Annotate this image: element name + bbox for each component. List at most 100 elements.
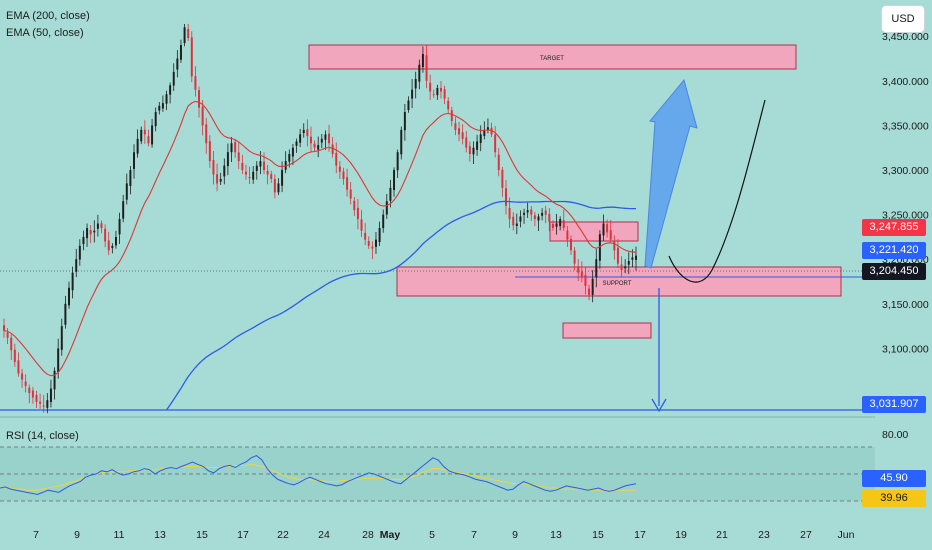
- candle: [512, 212, 515, 231]
- candle: [508, 197, 511, 229]
- candle: [313, 140, 316, 153]
- ema-200-legend[interactable]: EMA (200, close): [6, 10, 90, 22]
- ema-200-price-tag: 3,221.420: [862, 242, 926, 259]
- candle: [100, 220, 103, 234]
- price-axis-tick: 3,250.000: [882, 210, 929, 222]
- time-axis-tick: 17: [634, 529, 646, 541]
- candle: [584, 267, 587, 295]
- candle: [393, 167, 396, 197]
- candle: [382, 209, 385, 233]
- candle: [248, 166, 251, 184]
- candle: [338, 161, 341, 179]
- candle: [252, 166, 255, 184]
- candle: [212, 151, 215, 185]
- ema-50-line[interactable]: [3, 100, 637, 377]
- candle: [613, 235, 616, 260]
- candle: [530, 206, 533, 221]
- projection-curve[interactable]: [668, 99, 766, 283]
- target-zone[interactable]: [308, 44, 797, 70]
- candle: [96, 214, 99, 237]
- candle: [244, 164, 247, 180]
- candle: [291, 144, 294, 166]
- resistance-box[interactable]: [549, 221, 639, 242]
- drawings-layer: [644, 78, 766, 413]
- price-axis-tick: 3,100.000: [882, 343, 929, 355]
- candle: [49, 379, 52, 408]
- candle: [421, 46, 424, 73]
- candle: [479, 125, 482, 152]
- currency-button[interactable]: USD: [882, 6, 924, 32]
- candle: [277, 178, 280, 196]
- candle: [465, 131, 468, 153]
- candle: [551, 220, 554, 231]
- candle: [429, 74, 432, 100]
- candle: [418, 59, 421, 90]
- time-axis-tick: 22: [277, 529, 289, 541]
- candle: [266, 164, 269, 185]
- price-axis[interactable]: 3,100.0003,150.0003,200.0003,250.0003,30…: [882, 31, 929, 441]
- candle: [497, 148, 500, 177]
- price-axis-tick: 3,450.000: [882, 31, 929, 43]
- candle: [114, 230, 117, 249]
- candlestick-series: [3, 23, 637, 414]
- candle: [533, 211, 536, 226]
- time-axis-tick: 9: [74, 529, 80, 541]
- candle: [302, 123, 305, 138]
- candle: [140, 126, 143, 145]
- candle: [371, 241, 374, 260]
- candle: [450, 106, 453, 127]
- candle: [42, 394, 45, 413]
- time-axis-tick: 13: [550, 529, 562, 541]
- candle: [346, 168, 349, 197]
- lower-zone-box[interactable]: [562, 322, 652, 339]
- candle: [86, 223, 89, 247]
- candle: [93, 220, 96, 243]
- candle: [548, 208, 551, 232]
- candle: [504, 179, 507, 215]
- candle: [356, 199, 359, 230]
- candle: [3, 318, 5, 338]
- candle: [201, 100, 204, 136]
- candle: [573, 247, 576, 271]
- candle: [82, 230, 85, 251]
- candle: [609, 219, 612, 243]
- bullish-arrow[interactable]: [644, 78, 698, 269]
- candle: [295, 138, 298, 153]
- candle: [255, 161, 258, 180]
- candle: [154, 107, 157, 132]
- candle: [627, 252, 630, 275]
- support-zone[interactable]: [396, 266, 842, 297]
- rsi-line[interactable]: [0, 455, 637, 496]
- candle: [620, 256, 623, 278]
- rsi-value-tag: 45.90: [862, 470, 926, 487]
- candle: [53, 367, 56, 400]
- down-arrow-head[interactable]: [651, 398, 667, 413]
- candle: [299, 128, 302, 148]
- candle: [566, 226, 569, 247]
- candle: [194, 66, 197, 97]
- rsi-legend[interactable]: RSI (14, close): [6, 430, 79, 442]
- candle: [35, 390, 38, 409]
- candle: [439, 81, 442, 99]
- candle: [324, 130, 327, 150]
- candle: [60, 318, 63, 356]
- candle: [385, 194, 388, 219]
- candle: [458, 121, 461, 142]
- candle: [519, 210, 522, 228]
- candle: [151, 118, 154, 148]
- candle: [176, 50, 179, 78]
- candle: [241, 154, 244, 175]
- price-axis-tick: 3,350.000: [882, 120, 929, 132]
- candle: [562, 209, 565, 231]
- ema-50-legend[interactable]: EMA (50, close): [6, 27, 84, 39]
- candle: [78, 239, 81, 266]
- price-axis-tick: 3,150.000: [882, 299, 929, 311]
- candle: [46, 393, 49, 414]
- candle: [555, 213, 558, 235]
- candle: [588, 284, 591, 301]
- candle: [169, 82, 172, 104]
- ema-200-line[interactable]: [165, 200, 637, 411]
- time-axis[interactable]: 7 9 11 13 15 17 22 24 28 May 5 7 9 13 15 17 19 21 23 27 Jun: [33, 529, 855, 541]
